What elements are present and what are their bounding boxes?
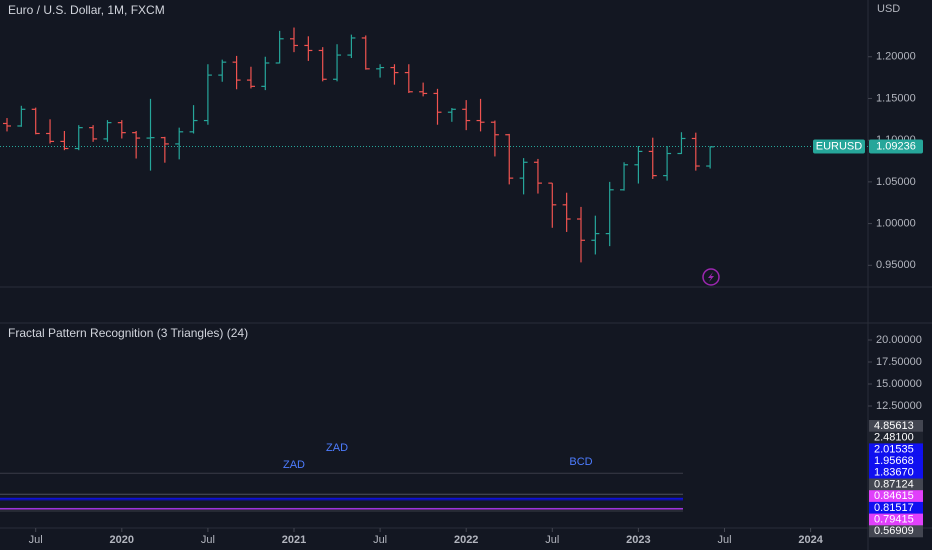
level-badge (869, 501, 923, 514)
level-label: 0.84615 (874, 490, 914, 502)
level-label: 0.81517 (874, 502, 914, 514)
level-badge (869, 466, 923, 479)
y-tick-label: 20.00000 (876, 334, 922, 346)
level-label: 0.79415 (874, 514, 914, 526)
level-badge (869, 455, 923, 468)
y-tick-label: 0.95000 (876, 259, 916, 271)
level-label: 0.87124 (874, 478, 914, 490)
pattern-label: ZAD (283, 459, 305, 471)
x-tick-label: Jul (373, 534, 387, 546)
y-tick-label: 1.05000 (876, 176, 916, 188)
y-tick-label: 17.50000 (876, 356, 922, 368)
y-tick-label: 1.15000 (876, 92, 916, 104)
y-tick-label: 12.50000 (876, 400, 922, 412)
level-label: 2.48100 (874, 432, 914, 444)
level-label: 4.85613 (874, 420, 914, 432)
x-tick-label: 2021 (282, 534, 306, 546)
indicator-title: Fractal Pattern Recognition (3 Triangles… (8, 326, 248, 340)
level-badge (869, 513, 923, 526)
price-badge (869, 139, 923, 154)
x-tick-label: Jul (545, 534, 559, 546)
x-tick-label: 2023 (626, 534, 650, 546)
level-label: 2.01535 (874, 443, 914, 455)
alert-circle[interactable] (702, 268, 720, 286)
x-tick-label: Jul (201, 534, 215, 546)
x-tick-label: 2020 (110, 534, 134, 546)
pattern-label: ZAD (326, 442, 348, 454)
symbol-label: EURUSD (816, 140, 863, 152)
level-badge (869, 525, 923, 538)
y-tick-label: 1.20000 (876, 51, 916, 63)
alert-icon[interactable] (702, 268, 720, 286)
y-tick-label: 1.00000 (876, 217, 916, 229)
currency: USD (877, 3, 900, 15)
symbol-badge (813, 139, 865, 154)
level-badge (869, 490, 923, 503)
x-tick-label: 2024 (798, 534, 823, 546)
x-tick-label: 2022 (454, 534, 478, 546)
x-tick-label: Jul (717, 534, 731, 546)
level-label: 1.83670 (874, 467, 914, 479)
level-label: 1.95668 (874, 455, 914, 467)
x-tick-label: Jul (29, 534, 43, 546)
y-tick-label: 15.00000 (876, 378, 922, 390)
alert-bolt[interactable] (708, 272, 714, 282)
level-badge (869, 420, 923, 432)
level-label: 0.56909 (874, 525, 914, 537)
pattern-label: BCD (569, 456, 592, 468)
chart-title: Euro / U.S. Dollar, 1M, FXCM (8, 3, 165, 17)
level-badge (869, 478, 923, 491)
price-label: 1.09236 (876, 140, 916, 152)
level-badge (869, 431, 923, 444)
level-badge (869, 443, 923, 456)
